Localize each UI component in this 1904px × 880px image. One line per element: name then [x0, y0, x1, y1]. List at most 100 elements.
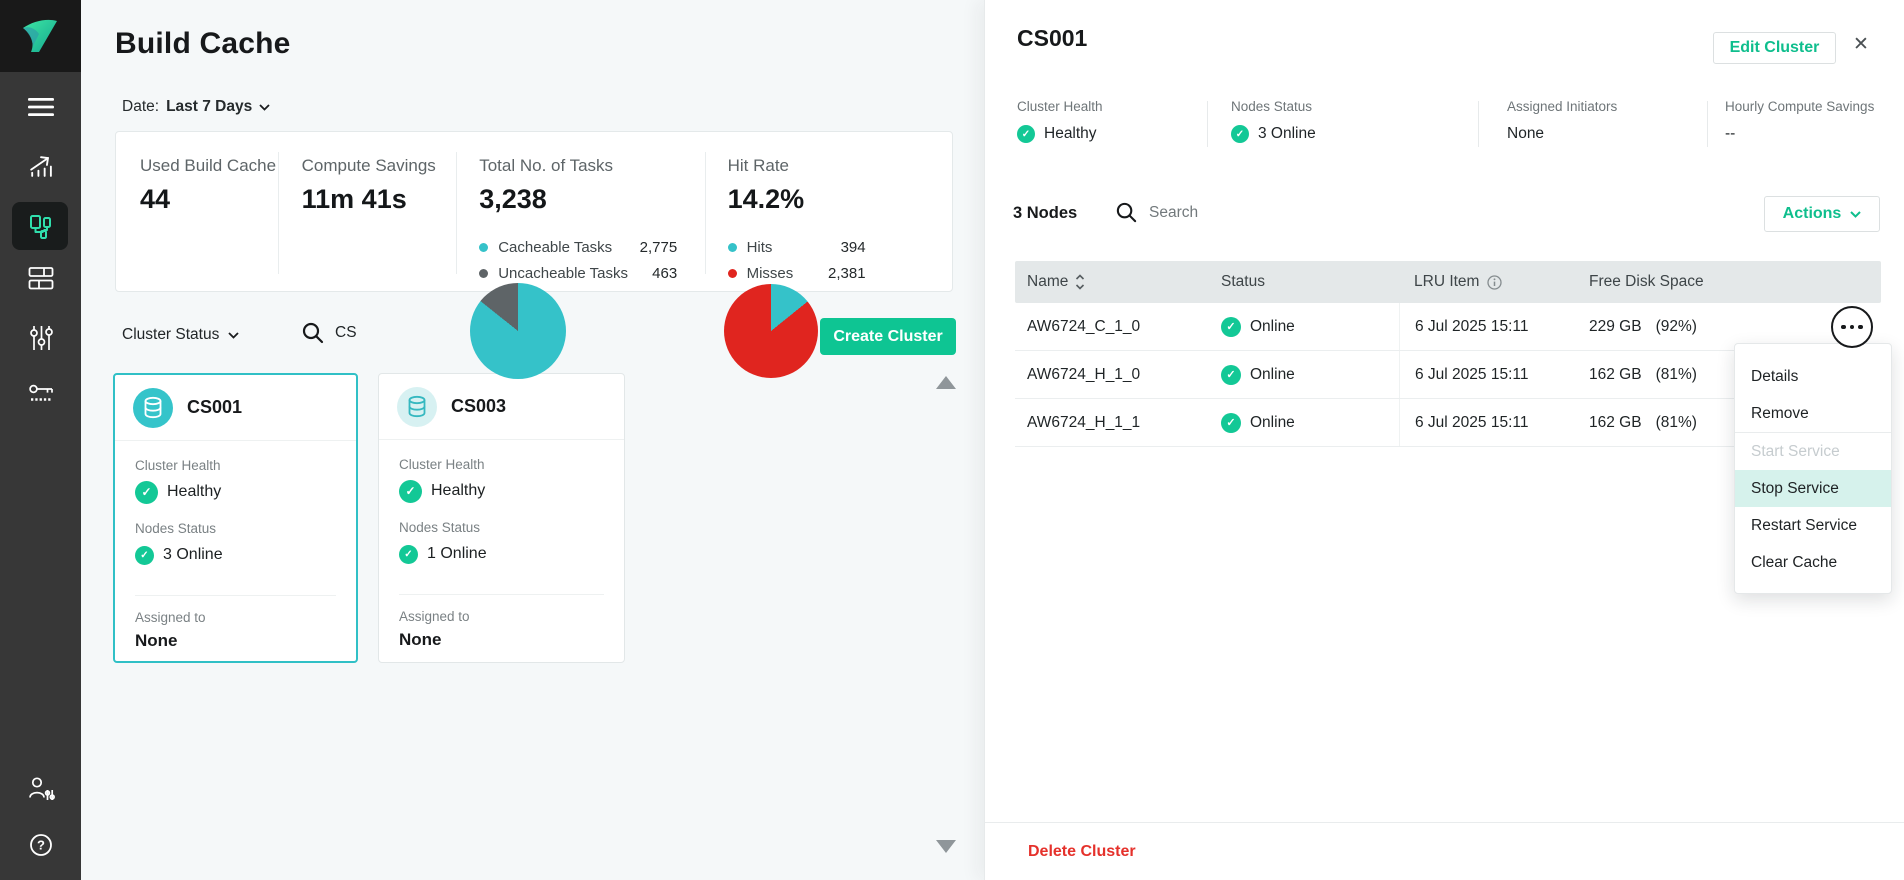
summary-assigned-initiators: Assigned Initiators None — [1507, 99, 1617, 145]
cluster-card-header: CS003 — [379, 374, 624, 440]
node-lru-item: 6 Jul 2025 15:11 — [1399, 351, 1589, 398]
access-key-icon[interactable] — [0, 382, 81, 406]
logo-icon — [19, 16, 63, 56]
cacheable-tasks-pie-chart — [470, 283, 566, 379]
divider — [1207, 101, 1208, 147]
cluster-card-body: Cluster Health Healthy Nodes Status 3 On… — [115, 441, 356, 596]
check-circle-icon — [399, 479, 422, 503]
analytics-icon[interactable] — [0, 152, 81, 179]
cluster-card-cs001[interactable]: CS001 Cluster Health Healthy Nodes Statu… — [113, 373, 358, 663]
summary-value: Healthy — [1017, 123, 1103, 145]
stat-value: 11m 41s — [301, 184, 407, 214]
node-name: AW6724_H_1_1 — [1027, 413, 1141, 431]
legend-value: 2,775 — [639, 238, 678, 256]
help-icon[interactable]: ? — [0, 833, 81, 857]
close-icon[interactable]: ✕ — [1853, 34, 1869, 55]
search-icon[interactable] — [301, 321, 325, 345]
menu-item-start-service[interactable]: Start Service — [1751, 442, 1840, 460]
dashboard-icon[interactable] — [0, 266, 81, 291]
summary-value: -- — [1725, 125, 1736, 142]
sliders-icon[interactable] — [0, 324, 81, 352]
legend-label: Uncacheable Tasks — [498, 264, 629, 282]
legend-label: Misses — [746, 264, 794, 282]
check-circle-icon — [399, 544, 418, 564]
hit-rate-legend: Hits 394 Misses 2,381 — [727, 234, 866, 286]
nodes-status-value: 3 Online — [135, 543, 336, 567]
scroll-up-arrow[interactable] — [936, 376, 956, 389]
table-header-row: Name Status LRU Item Free Disk Space — [1015, 261, 1881, 303]
menu-item-clear-cache[interactable]: Clear Cache — [1751, 553, 1838, 571]
app-logo[interactable] — [0, 0, 81, 72]
cluster-health-label: Cluster Health — [399, 457, 485, 472]
nodes-status-label: Nodes Status — [399, 520, 481, 535]
divider — [1735, 432, 1891, 433]
legend-label: Cacheable Tasks — [498, 238, 613, 256]
svg-text:?: ? — [37, 838, 45, 853]
menu-item-restart-service[interactable]: Restart Service — [1751, 516, 1857, 534]
cluster-card-cs003[interactable]: CS003 Cluster Health Healthy Nodes Statu… — [378, 373, 625, 663]
detail-panel-title: CS001 — [1017, 25, 1088, 51]
divider — [1478, 101, 1479, 147]
nodes-status-label: Nodes Status — [135, 521, 217, 536]
legend-value: 463 — [652, 264, 678, 282]
cluster-card-body: Cluster Health Healthy Nodes Status 1 On… — [379, 440, 624, 595]
stat-label: Compute Savings — [301, 156, 436, 175]
summary-label: Nodes Status — [1231, 99, 1313, 114]
node-status: Online — [1221, 412, 1399, 433]
cluster-search-input[interactable] — [335, 324, 395, 342]
divider — [456, 152, 457, 274]
hit-rate-pie-chart — [724, 284, 818, 378]
stat-total-tasks: Total No. of Tasks 3,238 Cacheable Tasks… — [455, 132, 703, 291]
stat-value: 14.2% — [727, 184, 805, 214]
date-filter[interactable]: Date: Last 7 Days — [122, 98, 270, 116]
search-icon[interactable] — [1115, 201, 1138, 224]
menu-item-details[interactable]: Details — [1751, 367, 1799, 385]
table-row[interactable]: AW6724_C_1_0 Online 6 Jul 2025 15:11 229… — [1015, 303, 1881, 351]
summary-nodes-status: Nodes Status 3 Online — [1231, 99, 1316, 145]
actions-button[interactable]: Actions — [1764, 196, 1880, 232]
user-settings-icon[interactable] — [0, 775, 81, 803]
menu-item-remove[interactable]: Remove — [1751, 404, 1809, 422]
cluster-health-value: Healthy — [399, 479, 604, 503]
summary-label: Hourly Compute Savings — [1725, 99, 1875, 114]
menu-icon[interactable] — [0, 97, 81, 117]
uncacheable-dot-icon — [479, 268, 489, 278]
date-filter-label: Date: — [122, 98, 160, 115]
node-free-disk: 162 GB (81%) — [1589, 413, 1697, 431]
summary-value: 3 Online — [1231, 123, 1316, 145]
sort-icon[interactable] — [1075, 274, 1085, 290]
scroll-down-arrow[interactable] — [936, 840, 956, 853]
chevron-down-icon — [259, 103, 270, 111]
node-lru-item: 6 Jul 2025 15:11 — [1399, 303, 1589, 350]
divider — [399, 594, 604, 595]
cluster-health-label: Cluster Health — [135, 458, 221, 473]
column-header-status: Status — [1221, 273, 1265, 290]
edit-cluster-button[interactable]: Edit Cluster — [1713, 32, 1836, 64]
cluster-health-value: Healthy — [135, 480, 336, 504]
create-cluster-button[interactable]: Create Cluster — [820, 318, 956, 355]
build-cache-nav-active[interactable] — [12, 202, 68, 250]
row-actions-kebab-icon[interactable] — [1831, 306, 1873, 348]
node-free-disk: 162 GB (81%) — [1589, 365, 1697, 383]
menu-item-stop-service[interactable]: Stop Service — [1735, 470, 1891, 507]
legend-label: Hits — [746, 238, 773, 256]
page-title: Build Cache — [115, 27, 291, 60]
legend-row: Uncacheable Tasks 463 — [479, 260, 677, 286]
database-icon — [397, 386, 437, 427]
info-icon[interactable] — [1487, 274, 1503, 290]
chevron-down-icon — [228, 331, 239, 339]
node-name: AW6724_C_1_0 — [1027, 317, 1141, 335]
cluster-status-dropdown[interactable]: Cluster Status — [122, 326, 239, 344]
nodes-search-input[interactable] — [1149, 203, 1339, 222]
cluster-card-footer: Assigned to None — [115, 596, 356, 651]
check-circle-icon — [135, 545, 154, 565]
check-circle-icon — [1221, 412, 1241, 433]
check-circle-icon — [1231, 125, 1249, 143]
database-icon — [133, 387, 173, 428]
divider — [278, 152, 279, 274]
cluster-card-footer: Assigned to None — [379, 595, 624, 650]
delete-cluster-button[interactable]: Delete Cluster — [1028, 843, 1136, 860]
tasks-legend: Cacheable Tasks 2,775 Uncacheable Tasks … — [479, 234, 677, 286]
main-panel: Build Cache Date: Last 7 Days Used Build… — [81, 0, 984, 880]
summary-hourly-compute-savings: Hourly Compute Savings -- — [1725, 99, 1874, 145]
